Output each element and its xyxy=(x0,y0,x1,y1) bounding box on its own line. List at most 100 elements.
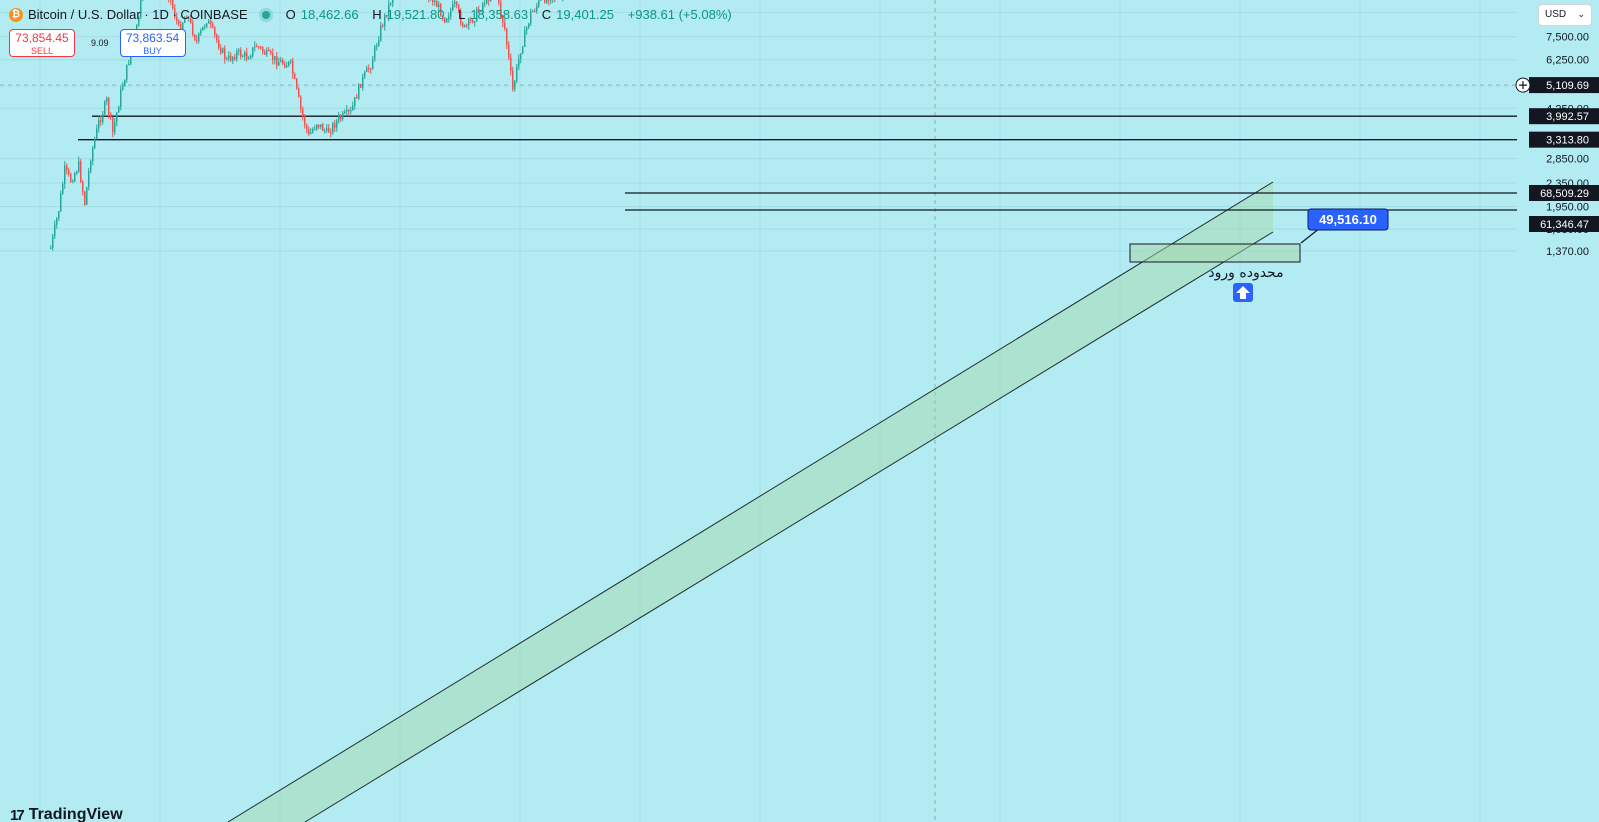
ascending-channel[interactable] xyxy=(227,181,1274,822)
candle xyxy=(440,4,442,17)
channel-upper-line[interactable] xyxy=(227,181,1274,822)
candle xyxy=(286,65,288,68)
candle xyxy=(64,165,66,185)
symbol-header: ₿ Bitcoin / U.S. Dollar · 1D · COINBASE … xyxy=(9,7,737,22)
tradingview-mark-icon: 17 xyxy=(10,806,25,822)
candle xyxy=(490,0,492,1)
axis-tick-label: 1,950.00 xyxy=(1546,201,1589,213)
candle xyxy=(280,60,282,63)
candle xyxy=(332,123,334,133)
entry-zone-box[interactable] xyxy=(1129,243,1301,263)
candle xyxy=(474,21,476,23)
level-badge[interactable] xyxy=(1529,216,1599,232)
symbol-title[interactable]: Bitcoin / U.S. Dollar · 1D · COINBASE xyxy=(28,7,248,22)
candle xyxy=(268,49,270,52)
level-badge[interactable] xyxy=(1529,185,1599,201)
candle xyxy=(192,22,194,35)
candle xyxy=(480,10,482,12)
close-value: 19,401.25 xyxy=(556,7,615,22)
level-badge[interactable] xyxy=(1529,108,1599,125)
candle xyxy=(472,19,474,23)
entry-zone[interactable]: محدوده ورود 49,516.10 xyxy=(1129,208,1389,302)
candle xyxy=(250,56,252,59)
candle xyxy=(184,17,186,23)
level-badge-label: 3,992.57 xyxy=(1546,111,1589,123)
candle xyxy=(88,171,90,188)
candle xyxy=(218,40,220,49)
candle xyxy=(72,181,74,183)
candle xyxy=(314,128,316,130)
market-status-icon[interactable] xyxy=(261,10,270,19)
candle xyxy=(56,218,58,225)
candle xyxy=(244,52,246,57)
candle xyxy=(226,58,228,60)
candle xyxy=(126,64,128,81)
buy-label: BUY xyxy=(143,46,162,56)
candle xyxy=(86,187,88,205)
candle xyxy=(290,60,292,62)
candle xyxy=(438,4,440,8)
buy-button[interactable]: 73,863.54 BUY xyxy=(119,29,186,57)
price-axis[interactable]: 190,000.00160,000.00130,000.00105,000.00… xyxy=(1515,0,1599,822)
candle xyxy=(446,18,448,23)
candle xyxy=(228,55,230,59)
candle xyxy=(376,45,378,47)
level-badge[interactable] xyxy=(1529,131,1599,148)
crosshair-badge[interactable] xyxy=(1529,77,1599,94)
candle xyxy=(104,101,106,115)
candle xyxy=(212,24,214,28)
candle xyxy=(84,191,86,205)
candle xyxy=(362,76,364,88)
horizontal-levels[interactable] xyxy=(78,0,1517,211)
candle xyxy=(502,15,504,23)
candle xyxy=(484,3,486,5)
candle xyxy=(122,86,124,90)
candle xyxy=(258,46,260,48)
candle xyxy=(282,60,284,64)
candle xyxy=(224,48,226,59)
candle xyxy=(392,0,394,4)
candle xyxy=(70,173,72,183)
candle xyxy=(442,16,444,18)
candle xyxy=(536,6,538,12)
axis-tick-label: 6,250.00 xyxy=(1546,55,1589,67)
candle xyxy=(454,1,456,5)
candle xyxy=(232,56,234,61)
channel-lower-line[interactable] xyxy=(304,231,1274,822)
candle xyxy=(364,71,366,77)
candle xyxy=(432,0,434,3)
candle xyxy=(378,40,380,46)
candle xyxy=(246,52,248,60)
candle xyxy=(450,10,452,17)
candle xyxy=(350,110,352,112)
candle xyxy=(236,51,238,60)
chart-grid xyxy=(0,0,1517,822)
candle xyxy=(444,17,446,23)
candle xyxy=(510,57,512,71)
entry-zone-label: محدوده ورود xyxy=(1208,265,1283,281)
candle xyxy=(468,18,470,26)
price-callout[interactable] xyxy=(1307,208,1389,231)
tradingview-logo[interactable]: 17 TradingView xyxy=(10,806,123,822)
candle xyxy=(306,124,308,130)
candle xyxy=(452,4,454,11)
candle xyxy=(360,84,362,88)
candle xyxy=(316,124,318,129)
candle xyxy=(388,4,390,17)
candle xyxy=(260,46,262,48)
candle xyxy=(348,109,350,112)
candle xyxy=(456,1,458,6)
candle xyxy=(458,5,460,12)
sell-button[interactable]: 73,854.45 SELL xyxy=(9,29,75,57)
high-label: H xyxy=(372,7,382,22)
candle xyxy=(386,14,388,17)
axis-tick-label: 7,500.00 xyxy=(1546,32,1589,44)
candle xyxy=(276,56,278,66)
candle xyxy=(532,10,534,12)
candle xyxy=(534,10,536,12)
candle xyxy=(52,236,54,249)
candle xyxy=(98,120,100,129)
currency-select[interactable]: USD ⌄ xyxy=(1538,4,1592,26)
